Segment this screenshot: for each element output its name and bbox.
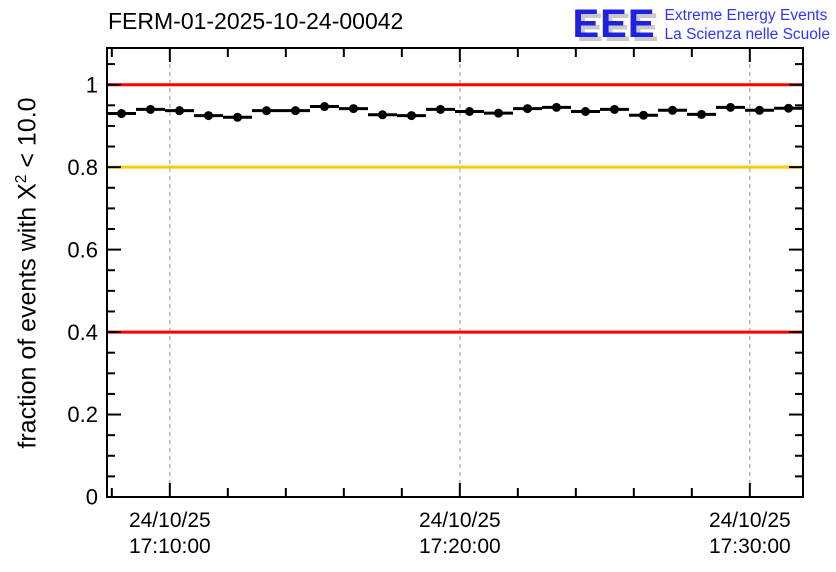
y-axis-label-superscript: 2 [13, 174, 30, 184]
data-point-marker [233, 112, 242, 122]
data-point-marker [465, 106, 474, 116]
data-point-marker [175, 106, 184, 116]
eee-logo: EEE Extreme Energy Events La Scienza nel… [573, 2, 831, 46]
data-point-marker [697, 109, 706, 119]
y-tick-label: 0 [86, 485, 98, 510]
x-tick-label-date: 24/10/25 [709, 509, 791, 532]
data-point-marker [204, 111, 213, 121]
data-point-marker [291, 106, 300, 116]
plot-frame [106, 47, 804, 498]
data-series [107, 102, 803, 122]
y-axis-label-prefix: fraction of events with X [13, 183, 42, 449]
eee-logo-letters: EEE [572, 2, 656, 46]
eee-logo-caption: Extreme Energy Events La Scienza nelle S… [665, 6, 830, 44]
data-point-marker [552, 102, 561, 112]
data-point-marker [378, 110, 387, 120]
data-point-marker [436, 104, 445, 114]
eee-logo-caption-line2: La Scienza nelle Scuole [664, 26, 830, 43]
data-point-marker [581, 106, 590, 116]
x-tick-label-time: 17:10:00 [129, 535, 211, 558]
data-point-marker [784, 103, 793, 113]
y-tick-label: 0.4 [67, 320, 98, 345]
data-point-marker [668, 105, 677, 115]
y-tick-label: 0.8 [67, 155, 98, 180]
x-tick-label-date: 24/10/25 [419, 509, 501, 532]
data-point-marker [262, 106, 271, 116]
data-point-marker [349, 104, 358, 114]
y-tick-label: 0.2 [67, 402, 98, 427]
data-point-marker [523, 104, 532, 114]
data-point-marker [755, 105, 764, 115]
page-title: FERM-01-2025-10-24-00042 [108, 8, 404, 34]
y-tick-label: 1 [86, 72, 98, 97]
y-axis-label: fraction of events with X2 < 10.0 [13, 43, 43, 503]
gridlines [169, 48, 751, 497]
data-point-marker [407, 111, 416, 121]
data-point-marker [146, 104, 155, 114]
y-axis-label-suffix: < 10.0 [13, 97, 42, 175]
x-tick-label-date: 24/10/25 [129, 509, 211, 532]
data-point-marker [320, 102, 329, 112]
data-point-marker [726, 102, 735, 112]
data-point-marker [639, 110, 648, 120]
axis-ticks-and-labels: 0 0.2 0.4 0.6 0.8 1 24/10/25 17:10:00 24/10/25 17… [67, 48, 803, 558]
y-tick-label: 0.6 [67, 237, 98, 262]
data-point-marker [494, 108, 503, 118]
data-point-marker [117, 109, 126, 119]
x-tick-label-time: 17:20:00 [419, 535, 501, 558]
x-tick-label-time: 17:30:00 [709, 535, 791, 558]
eee-logo-caption-line1: Extreme Energy Events [664, 7, 828, 24]
data-point-marker [610, 104, 619, 114]
reference-lines [107, 83, 803, 334]
